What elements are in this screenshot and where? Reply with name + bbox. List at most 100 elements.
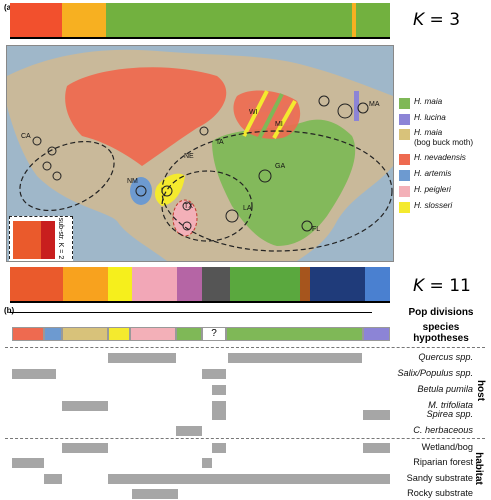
label-nm: NM: [127, 178, 138, 185]
host-herbaceous: C. herbaceous: [413, 425, 473, 435]
bar-salix-2: [202, 369, 226, 379]
k11-segment-pink: [132, 267, 177, 301]
bar-sandy-2: [108, 474, 390, 484]
k3-label: K = 3: [413, 10, 461, 30]
bar-trifoliata-2: [212, 401, 226, 411]
substructure-inset: sub-str. K = 2: [9, 216, 73, 261]
label-mi: MI: [275, 121, 283, 128]
legend-item-lucina: H. lucina: [399, 113, 446, 125]
legend-label: H. nevadensis: [414, 153, 466, 162]
bar-rocky: [132, 489, 178, 499]
host-salix-populus: Salix/Populus spp.: [397, 368, 473, 378]
k3-segment-mixed: [352, 3, 356, 37]
k11-segment-brown: [300, 267, 310, 301]
separator-top: [5, 347, 485, 348]
legend-label: H. maia: [414, 128, 443, 137]
k11-segment-orange: [63, 267, 108, 301]
habitat-riparian: Riparian forest: [413, 457, 473, 467]
bar-spirea-1: [212, 410, 226, 420]
legend-note: (bog buck moth): [414, 138, 474, 147]
host-quercus: Quercus spp.: [418, 352, 473, 362]
k11-segment-red: [10, 267, 63, 301]
sample-site: [337, 103, 353, 119]
k11-segment-navy: [310, 267, 365, 301]
sample-site: [52, 171, 62, 181]
separator-middle: [5, 438, 485, 439]
sample-site: [135, 185, 147, 197]
hypothesis-unknown: ?: [202, 327, 226, 341]
range-artemis: [130, 177, 152, 205]
sample-sites: [32, 95, 369, 232]
bar-wetland-3: [363, 443, 390, 453]
legend-label: H. artemis: [414, 169, 452, 178]
substructure-label: sub-str. K = 2: [57, 217, 65, 260]
sample-site: [32, 136, 42, 146]
k11-segment-mixed: [202, 267, 230, 301]
sample-site: [225, 209, 239, 223]
sample-site: [318, 95, 330, 107]
k11-segment-yellow: [108, 267, 132, 301]
label-ga: GA: [275, 163, 285, 170]
label-ia: IA: [217, 139, 224, 146]
legend-item-maia: H. maia: [399, 97, 442, 109]
habitat-sandy: Sandy substrate: [406, 473, 473, 483]
pop-division-line: [10, 312, 372, 313]
legend-label: H. slosseri: [414, 201, 453, 210]
sample-site: [182, 221, 192, 231]
boundary-west: [19, 140, 115, 212]
range-maia: [212, 119, 356, 246]
bar-quercus-2: [228, 353, 362, 363]
legend-item-artemis: H. artemis: [399, 169, 451, 181]
sample-site: [161, 185, 173, 197]
state-labels: CA NM TX NE IA WI MI LA GA FL MA: [21, 101, 380, 233]
hypothesis-peigleri: [130, 327, 176, 341]
bar-wetland-1: [62, 443, 108, 453]
substructure-bar-red: [41, 221, 55, 259]
sample-site: [301, 220, 313, 232]
species-hypotheses-header-line2: hypotheses: [413, 333, 469, 344]
stripe: [257, 93, 284, 140]
bar-sandy-1: [44, 474, 62, 484]
legend-item-bog-buck-moth: H. maia (bog buck moth): [399, 128, 473, 148]
k11-segment-magenta: [177, 267, 202, 301]
legend-swatch: [399, 129, 410, 140]
k11-structure-bar: [10, 267, 390, 303]
k11-segment-green: [230, 267, 300, 301]
legend-swatch: [399, 202, 410, 213]
host-spirea: Spirea spp.: [426, 409, 473, 419]
range-nevadensis: [65, 67, 227, 166]
label-la: LA: [243, 205, 252, 212]
hypothesis-artemis: [44, 327, 62, 341]
bar-wetland-2: [212, 443, 226, 453]
legend-label: H. maia: [414, 97, 443, 106]
hypothesis-maia-west: [176, 327, 202, 341]
legend-label: H. lucina: [414, 113, 446, 122]
legend-swatch: [399, 114, 410, 125]
bar-betula: [212, 385, 226, 395]
label-ca: CA: [21, 133, 31, 140]
legend-swatch: [399, 186, 410, 197]
bar-herbaceous: [176, 426, 202, 436]
label-ne: NE: [184, 153, 194, 160]
sample-site: [47, 146, 57, 156]
legend-label: H. peigleri: [414, 185, 451, 194]
habitat-side-label: habitat: [472, 452, 484, 485]
host-side-label: host: [475, 379, 487, 402]
hypothesis-bog: [62, 327, 108, 341]
k3-structure-bar: [10, 3, 390, 39]
label-fl: FL: [312, 226, 320, 233]
pop-division-lines: [10, 312, 390, 318]
sample-site: [199, 126, 209, 136]
bar-riparian-2: [202, 458, 212, 468]
label-wi: WI: [249, 109, 258, 116]
panel-a-label: (a): [4, 3, 14, 12]
habitat-wetland: Wetland/bog: [421, 442, 473, 452]
k3-segment-nevadensis: [10, 3, 62, 37]
bar-quercus-1: [108, 353, 176, 363]
substructure-bar-orange: [13, 221, 41, 259]
hypothesis-nevadensis: [12, 327, 44, 341]
hypothesis-maia-east: [226, 327, 363, 341]
host-trifoliata: M. trifoliata: [428, 400, 473, 410]
hypothesis-lucina: [363, 327, 390, 341]
bar-spirea-2: [363, 410, 390, 420]
